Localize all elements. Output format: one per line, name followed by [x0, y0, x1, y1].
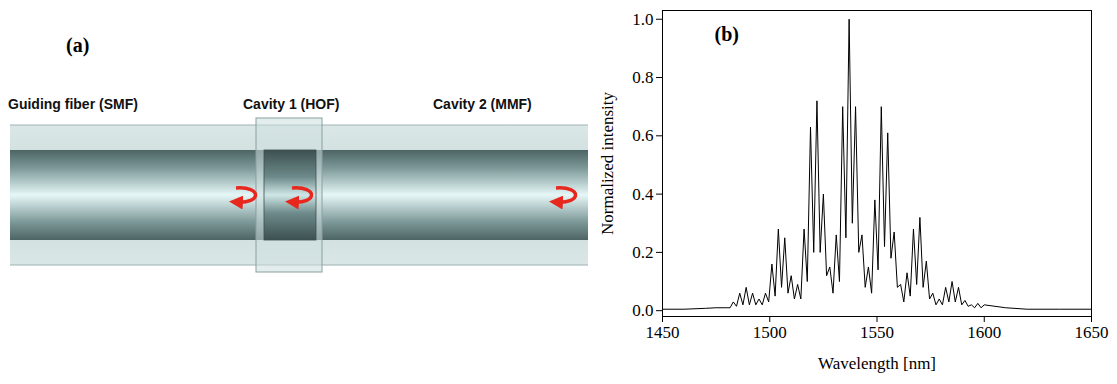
svg-text:0.2: 0.2	[632, 243, 653, 262]
svg-text:1450: 1450	[646, 323, 680, 342]
svg-text:Normalized intensity: Normalized intensity	[598, 91, 617, 235]
svg-text:0.6: 0.6	[632, 126, 653, 145]
svg-text:Cavity 2 (MMF): Cavity 2 (MMF)	[433, 96, 532, 112]
svg-text:Cavity 1 (HOF): Cavity 1 (HOF)	[243, 96, 339, 112]
svg-text:(b): (b)	[715, 23, 739, 46]
svg-text:1500: 1500	[753, 323, 787, 342]
svg-text:0.0: 0.0	[632, 301, 653, 320]
svg-text:1650: 1650	[1075, 323, 1109, 342]
svg-text:1600: 1600	[967, 323, 1001, 342]
svg-text:1550: 1550	[860, 323, 894, 342]
svg-text:(a): (a)	[66, 34, 89, 57]
svg-text:0.8: 0.8	[632, 68, 653, 87]
svg-text:Wavelength [nm]: Wavelength [nm]	[818, 354, 936, 373]
svg-text:0.4: 0.4	[632, 185, 654, 204]
svg-text:1.0: 1.0	[632, 10, 653, 29]
svg-text:Guiding fiber (SMF): Guiding fiber (SMF)	[8, 96, 138, 112]
